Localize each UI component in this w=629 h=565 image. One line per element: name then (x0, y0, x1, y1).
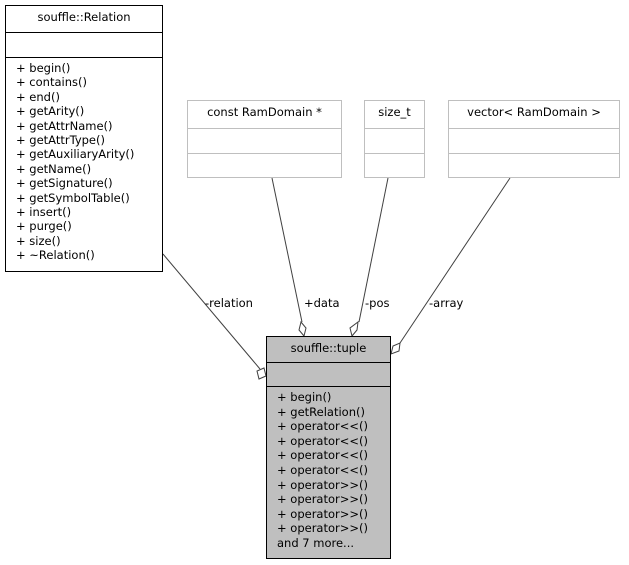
array-role-label: -array (429, 296, 464, 310)
method-item: + operator<<() (277, 419, 368, 434)
method-item: + getAuxiliaryArity() (16, 147, 135, 162)
methods-section (365, 153, 424, 177)
data-connector (271, 177, 303, 323)
data-aggregation-diamond (298, 320, 307, 338)
method-item: + operator<<() (277, 433, 368, 448)
method-item: + size() (16, 233, 61, 248)
relation-aggregation-diamond (256, 367, 267, 380)
attributes-section (188, 128, 341, 153)
class-name: souffle::tuple (290, 341, 367, 355)
relation-connector (162, 253, 261, 370)
method-item: + ~Relation() (16, 248, 95, 263)
attributes-section (365, 128, 424, 153)
attributes-section (449, 128, 619, 153)
method-item: + contains() (16, 75, 87, 90)
method-item: and 7 more... (277, 535, 355, 550)
attributes-section (267, 362, 390, 386)
class-box-relation[interactable]: souffle::Relation + begin() + contains() +… (5, 5, 163, 272)
class-box-tuple[interactable]: souffle::tuple + begin() + getRelation() +… (266, 336, 391, 559)
method-item: + end() (16, 89, 60, 104)
pos-role-label: -pos (365, 296, 390, 310)
methods-section (449, 153, 619, 177)
method-item: + getArity() (16, 104, 85, 119)
relation-role-label: -relation (205, 296, 253, 310)
class-box-ramdomain-pointer[interactable]: const RamDomain * (187, 100, 342, 178)
methods-section (188, 153, 341, 177)
method-item: + insert() (16, 205, 72, 220)
method-item: + operator>>() (277, 492, 368, 507)
method-item: + getAttrName() (16, 118, 113, 133)
pos-aggregation-diamond (349, 320, 359, 338)
method-item: + operator>>() (277, 506, 368, 521)
method-item: + operator>>() (277, 477, 368, 492)
method-item: + getSymbolTable() (16, 190, 130, 205)
data-role-label: +data (304, 296, 340, 310)
class-box-vector-ramdomain[interactable]: vector< RamDomain > (448, 100, 620, 178)
class-box-size-t[interactable]: size_t (364, 100, 425, 178)
class-name: souffle::Relation (37, 10, 131, 24)
methods-section: + begin() + getRelation() + operator<<() + … (267, 386, 390, 551)
methods-section: + begin() + contains() + end() + getArity()… (6, 57, 162, 263)
method-item: + getRelation() (277, 404, 365, 419)
class-name: const RamDomain * (207, 105, 322, 119)
method-item: + purge() (16, 219, 72, 234)
method-item: + operator<<() (277, 448, 368, 463)
method-item: + operator>>() (277, 521, 368, 536)
method-item: + getSignature() (16, 176, 113, 191)
method-item: + operator<<() (277, 462, 368, 477)
array-connector (399, 177, 511, 344)
pos-connector (358, 177, 389, 323)
attributes-section (6, 32, 162, 57)
method-item: + begin() (16, 61, 71, 75)
method-item: + getAttrType() (16, 133, 105, 148)
class-name: size_t (378, 105, 411, 119)
method-item: + getName() (16, 161, 92, 176)
method-item: + begin() (277, 390, 332, 404)
array-aggregation-diamond (390, 342, 401, 355)
class-name: vector< RamDomain > (467, 105, 601, 119)
